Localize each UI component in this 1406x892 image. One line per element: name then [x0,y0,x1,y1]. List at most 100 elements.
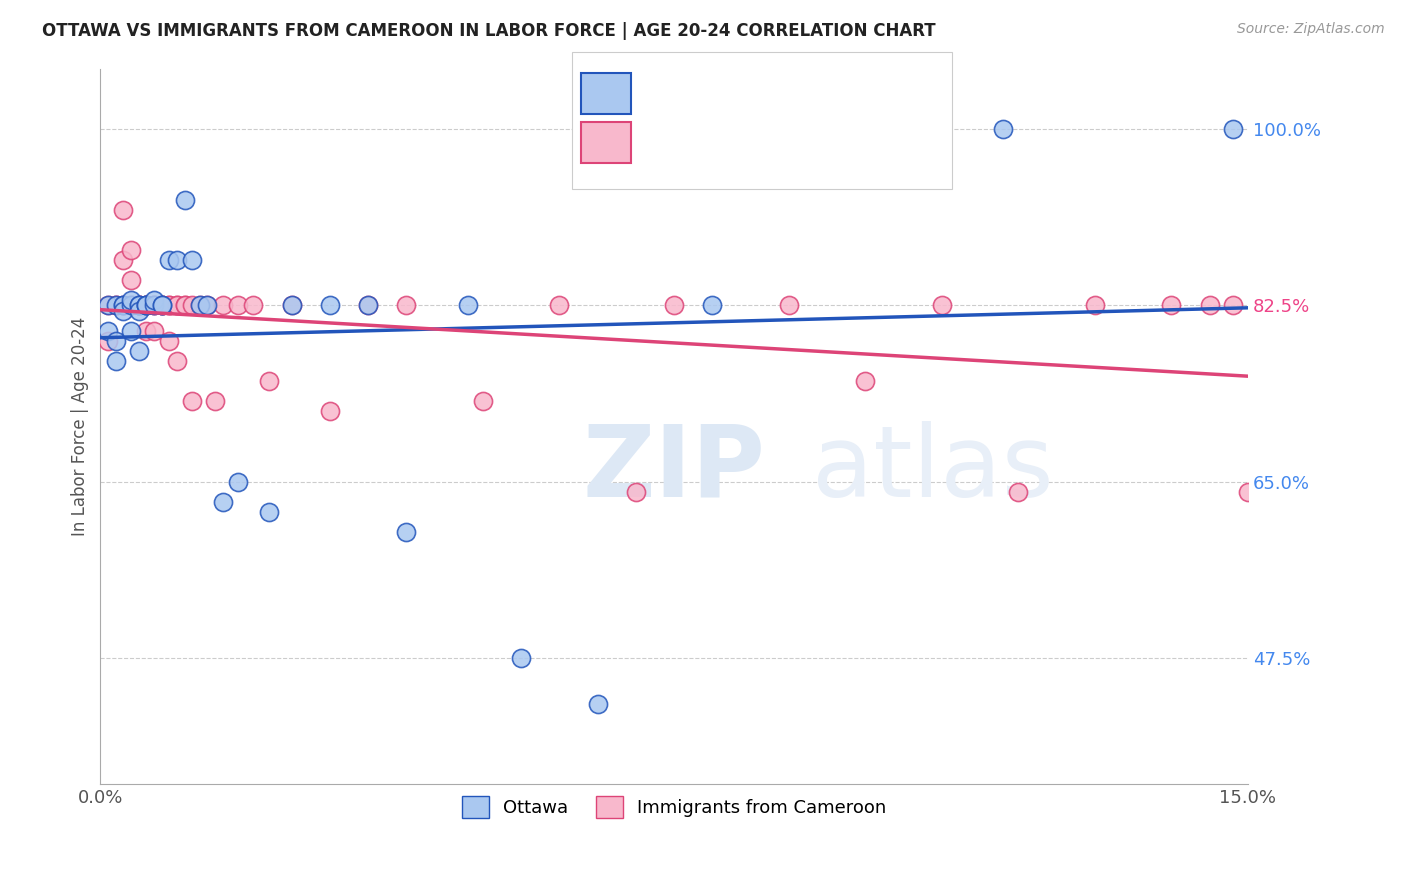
Point [1084,298,1107,312]
Point [142,324,165,338]
Text: N = 41: N = 41 [801,84,875,103]
Point [120,243,142,257]
Point [778,298,800,312]
Point [142,298,165,312]
Point [166,298,188,312]
Point [112,202,135,217]
Point [104,298,127,312]
Point [1222,298,1244,312]
Point [166,354,188,368]
Point [166,253,188,268]
Point [457,298,479,312]
Point [624,485,647,500]
Point [211,495,233,509]
Point [128,298,150,312]
Point [1198,298,1220,312]
Point [150,298,173,312]
Point [197,298,219,312]
Point [135,298,157,312]
Text: R = 0.099: R = 0.099 [640,84,738,103]
Y-axis label: In Labor Force | Age 20-24: In Labor Force | Age 20-24 [72,317,89,536]
Point [1160,298,1182,312]
Point [357,298,380,312]
Point [120,273,142,287]
Point [135,298,157,312]
Point [128,298,150,312]
Point [242,298,264,312]
Point [188,298,211,312]
Point [548,298,571,312]
Point [97,298,120,312]
Point [150,298,173,312]
Point [104,298,127,312]
Point [120,298,142,312]
Point [128,303,150,318]
Point [157,334,180,348]
Text: R = 0.092: R = 0.092 [640,133,738,153]
Point [510,651,533,665]
Point [135,298,157,312]
Point [991,122,1014,136]
Point [226,475,249,489]
Point [1237,485,1260,500]
Point [157,298,180,312]
Point [142,298,165,312]
Point [226,298,249,312]
Point [204,394,226,409]
Point [128,298,150,312]
Text: OTTAWA VS IMMIGRANTS FROM CAMEROON IN LABOR FORCE | AGE 20-24 CORRELATION CHART: OTTAWA VS IMMIGRANTS FROM CAMEROON IN LA… [42,22,936,40]
Point [181,253,204,268]
Point [157,253,180,268]
Point [112,298,135,312]
Point [112,298,135,312]
Point [150,298,173,312]
Point [173,193,195,207]
Point [142,293,165,308]
Point [319,404,342,418]
Point [181,298,204,312]
Point [104,334,127,348]
Text: ZIP: ZIP [582,421,765,518]
Point [197,298,219,312]
Point [257,505,280,519]
Point [166,298,188,312]
Point [280,298,302,312]
Point [280,298,302,312]
Point [395,525,418,540]
Point [135,298,157,312]
Point [104,298,127,312]
Point [135,324,157,338]
Point [702,298,724,312]
Point [1222,122,1244,136]
Point [586,697,609,711]
Point [135,298,157,312]
Point [150,298,173,312]
Point [112,253,135,268]
Legend: Ottawa, Immigrants from Cameroon: Ottawa, Immigrants from Cameroon [454,789,894,825]
Point [150,298,173,312]
Point [188,298,211,312]
Point [853,374,876,388]
Point [157,298,180,312]
Text: N = 57: N = 57 [801,133,875,153]
Point [257,374,280,388]
Text: Source: ZipAtlas.com: Source: ZipAtlas.com [1237,22,1385,37]
Point [142,298,165,312]
Point [181,394,204,409]
Point [128,298,150,312]
Point [97,334,120,348]
Point [112,303,135,318]
Point [395,298,418,312]
Point [471,394,494,409]
Point [662,298,685,312]
Point [1007,485,1029,500]
Point [120,324,142,338]
Point [120,293,142,308]
Point [97,324,120,338]
Text: atlas: atlas [811,421,1053,518]
Point [211,298,233,312]
Point [120,298,142,312]
Point [104,354,127,368]
Point [97,298,120,312]
Point [135,298,157,312]
